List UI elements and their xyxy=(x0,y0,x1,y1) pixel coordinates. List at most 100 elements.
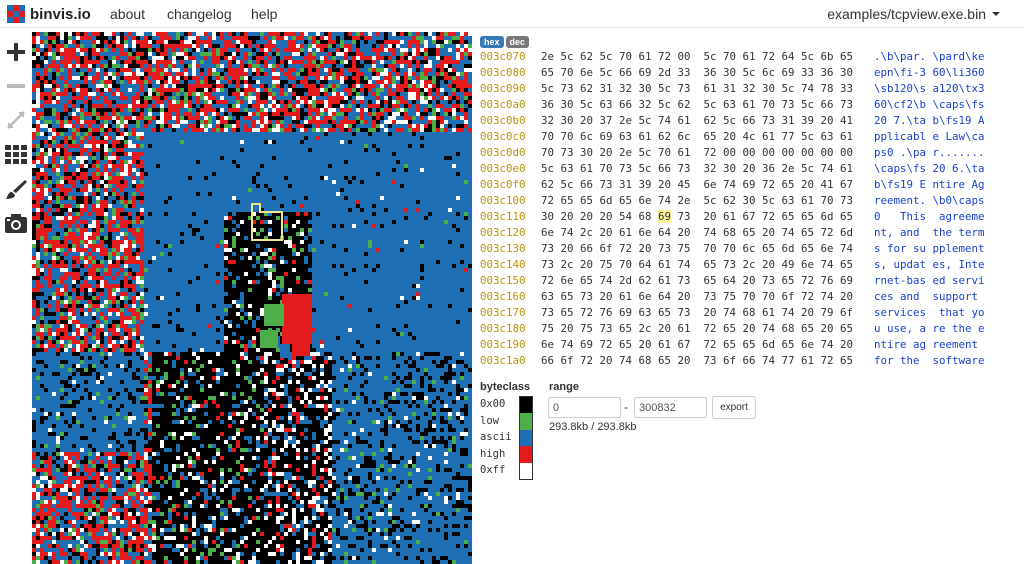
byte-pixel xyxy=(236,264,240,268)
byte-pixel xyxy=(172,104,176,108)
byte-pixel xyxy=(152,384,156,388)
byte-pixel xyxy=(416,76,420,80)
byte-pixel xyxy=(76,168,80,172)
byte-pixel xyxy=(288,56,292,60)
byte-pixel xyxy=(304,56,308,60)
byte-pixel xyxy=(256,360,260,364)
byte-pixel xyxy=(132,272,136,276)
byte-pixel xyxy=(328,372,332,376)
byte-pixel xyxy=(308,64,312,68)
byte-pixel xyxy=(112,292,116,296)
byte-pixel xyxy=(288,48,292,52)
byte-pixel xyxy=(36,156,40,160)
byte-pixel xyxy=(360,128,364,132)
byte-pixel xyxy=(156,48,160,52)
byte-pixel xyxy=(268,96,272,100)
byte-pixel xyxy=(104,416,108,420)
byte-pixel xyxy=(252,336,256,340)
byte-pixel xyxy=(172,116,176,120)
byte-pixel xyxy=(104,96,108,100)
byte-pixel xyxy=(164,48,168,52)
byte-pixel xyxy=(32,320,36,324)
byte-map-canvas[interactable] xyxy=(32,32,472,564)
byte-pixel xyxy=(256,232,260,236)
file-dropdown[interactable]: examples/tcpview.exe.bin xyxy=(827,6,1000,22)
color-scheme-button[interactable] xyxy=(4,178,28,202)
byte-pixel xyxy=(268,48,272,52)
byte-pixel xyxy=(244,108,248,112)
fit-button[interactable] xyxy=(4,108,28,132)
byte-pixel xyxy=(116,68,120,72)
byte-pixel xyxy=(256,400,260,404)
byte-pixel xyxy=(36,344,40,348)
byte-pixel xyxy=(140,116,144,120)
byte-pixel xyxy=(208,88,212,92)
byte-pixel xyxy=(208,404,212,408)
byte-pixel xyxy=(156,400,160,404)
byte-pixel xyxy=(192,64,196,68)
byte-pixel xyxy=(152,416,156,420)
byte-pixel xyxy=(228,224,232,228)
nav-link-about[interactable]: about xyxy=(110,6,146,22)
byte-pixel xyxy=(448,72,452,76)
byte-pixel xyxy=(104,176,108,180)
byte-pixel xyxy=(196,84,200,88)
zoom-in-button[interactable] xyxy=(4,40,28,64)
byte-pixel xyxy=(280,408,284,412)
byte-pixel xyxy=(256,88,260,92)
byte-pixel xyxy=(64,156,68,160)
byte-pixel xyxy=(164,108,168,112)
byte-pixel xyxy=(228,64,232,68)
byte-pixel xyxy=(56,88,60,92)
byte-pixel xyxy=(272,416,276,420)
byte-pixel xyxy=(272,384,276,388)
byte-pixel xyxy=(344,388,348,392)
byte-pixel xyxy=(300,272,304,276)
brand[interactable]: binvis.io xyxy=(7,5,91,23)
grid-button[interactable] xyxy=(4,142,28,166)
byte-pixel xyxy=(108,324,112,328)
byte-pixel xyxy=(464,112,468,116)
byte-pixel xyxy=(92,204,96,208)
byte-pixel xyxy=(76,332,80,336)
byte-pixel xyxy=(120,300,124,304)
byte-pixel xyxy=(200,348,204,352)
byte-pixel xyxy=(432,84,436,88)
byte-pixel xyxy=(216,364,220,368)
byte-pixel xyxy=(156,296,160,300)
byte-pixel xyxy=(212,44,216,48)
byte-pixel xyxy=(208,96,212,100)
byte-pixel xyxy=(76,296,80,300)
binary-visualization[interactable] xyxy=(32,32,472,564)
byte-pixel xyxy=(60,68,64,72)
byte-pixel xyxy=(208,408,212,412)
byte-pixel xyxy=(252,80,256,84)
byte-pixel xyxy=(112,240,116,244)
byte-pixel xyxy=(84,112,88,116)
byte-pixel xyxy=(40,320,44,324)
byte-pixel xyxy=(192,48,196,52)
byte-pixel xyxy=(180,44,184,48)
byte-pixel xyxy=(240,404,244,408)
byte-pixel xyxy=(312,56,316,60)
zoom-out-button[interactable] xyxy=(4,74,28,98)
byte-pixel xyxy=(64,192,68,196)
byte-pixel xyxy=(432,40,436,44)
screenshot-button[interactable] xyxy=(4,212,28,236)
byte-pixel xyxy=(196,304,200,308)
byte-pixel xyxy=(244,32,248,36)
byte-pixel xyxy=(228,68,232,72)
byte-pixel xyxy=(440,44,444,48)
byte-pixel xyxy=(292,272,296,276)
nav-link-changelog[interactable]: changelog xyxy=(167,6,232,22)
byte-pixel xyxy=(224,408,228,412)
nav-link-help[interactable]: help xyxy=(251,6,278,22)
byte-pixel xyxy=(456,60,460,64)
byte-pixel xyxy=(196,160,200,164)
byte-pixel xyxy=(396,40,400,44)
byte-pixel xyxy=(348,96,352,100)
byte-pixel xyxy=(316,120,320,124)
byte-pixel xyxy=(296,372,300,376)
byte-pixel xyxy=(392,44,396,48)
byte-pixel xyxy=(384,72,388,76)
